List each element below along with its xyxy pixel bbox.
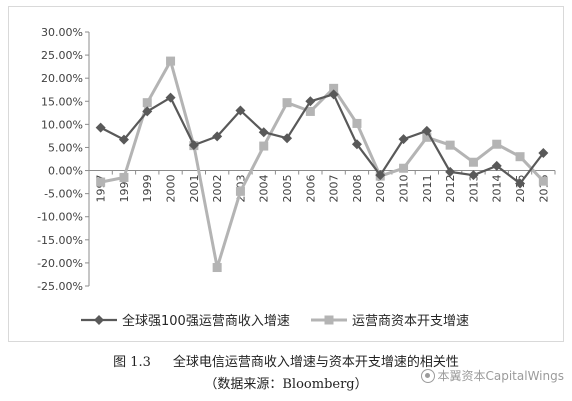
y-tick-label: 0.00% [48, 165, 83, 178]
capex-growth-point [468, 157, 478, 167]
capex-growth-point [166, 56, 176, 66]
revenue-growth-point [142, 106, 153, 117]
capex-growth-point [282, 98, 292, 108]
x-tick-label: 2001 [188, 175, 201, 203]
capex-growth-point [445, 140, 455, 150]
y-tick-label: 20.00% [41, 72, 83, 85]
x-tick-label: 2006 [304, 175, 317, 203]
y-tick-label: -5.00% [44, 188, 83, 201]
revenue-growth-point [212, 131, 223, 142]
capex-growth-point [142, 98, 152, 108]
x-tick-label: 2013 [467, 175, 480, 203]
figure-number: 图 1.3 [113, 355, 151, 370]
capex-growth-point [492, 139, 502, 149]
x-tick-label: 2011 [421, 175, 434, 203]
revenue-growth-point [165, 92, 176, 103]
capex-growth-point [212, 263, 222, 273]
y-tick-label: 10.00% [41, 118, 83, 131]
revenue-growth-point [515, 178, 526, 189]
x-tick-label: 2008 [351, 175, 364, 203]
y-tick-label: -20.00% [37, 257, 83, 270]
x-tick-label: 2005 [281, 175, 294, 203]
x-tick-label: 2009 [374, 175, 387, 203]
x-tick-label: 2007 [328, 175, 341, 203]
revenue-growth-point [491, 160, 502, 171]
watermark-text: 本翼资本CapitalWings [437, 369, 565, 383]
revenue-growth-point [118, 134, 129, 145]
watermark: 本翼资本CapitalWings [420, 367, 565, 384]
y-tick-label: -25.00% [37, 280, 83, 293]
y-tick-label: 15.00% [41, 95, 83, 108]
watermark-logo-icon [420, 369, 435, 383]
capex-growth-point [422, 132, 432, 142]
figure-caption: 图 1.3 全球电信运营商收入增速与资本开支增速的相关性 [0, 351, 572, 370]
x-tick-label: 2010 [398, 175, 411, 203]
x-tick-label: 2000 [165, 175, 178, 203]
revenue-growth-point [95, 122, 106, 133]
capex-growth-point [305, 106, 315, 116]
x-tick-label: 2012 [444, 175, 457, 203]
y-tick-label: -10.00% [37, 211, 83, 224]
figure-title: 全球电信运营商收入增速与资本开支增速的相关性 [172, 355, 459, 370]
revenue-growth-point [305, 96, 316, 107]
revenue-growth-point [445, 166, 456, 177]
y-tick-label: 5.00% [48, 141, 83, 154]
capex-growth-point [515, 152, 525, 162]
revenue-growth-point [351, 139, 362, 150]
x-tick-label: 2004 [258, 175, 271, 203]
revenue-growth-point [538, 147, 549, 158]
x-tick-label: 1999 [141, 175, 154, 203]
y-tick-label: 25.00% [41, 49, 83, 62]
capex-growth-point [329, 83, 339, 93]
revenue-growth-point [235, 105, 246, 116]
figure-source: （数据来源：Bloomberg） [204, 377, 368, 392]
legend-label-capex: 运营商资本开支增速 [352, 314, 469, 329]
line-chart: 30.00% 25.00% 20.00% 15.00% 10.00% 5.00% 0.00%… [37, 26, 556, 329]
capex-growth-point [399, 163, 409, 173]
legend-swatch-marker-capex [324, 315, 334, 325]
capex-growth-point [119, 172, 129, 182]
chart-frame: 30.00% 25.00% 20.00% 15.00% 10.00% 5.00% 0.00%… [8, 6, 564, 342]
capex-growth-point [96, 177, 106, 187]
capex-growth-point [235, 186, 245, 196]
legend-swatch-marker-revenue [94, 315, 104, 325]
revenue-growth-point [398, 134, 409, 145]
y-tick-label: -15.00% [37, 234, 83, 247]
revenue-growth-point [188, 140, 199, 151]
x-tick-label: 2002 [211, 175, 224, 203]
y-tick-label: 30.00% [41, 26, 83, 39]
capex-growth-point [352, 118, 362, 128]
revenue-growth-point [468, 170, 479, 181]
revenue-growth-point [328, 89, 339, 100]
revenue-growth-point [375, 170, 386, 181]
x-tick-label: 2014 [491, 175, 504, 203]
capex-growth-point [259, 141, 269, 151]
legend-label-revenue: 全球强100强运营商收入增速 [122, 313, 290, 329]
capex-growth-point [538, 176, 548, 186]
revenue-growth-point [282, 133, 293, 144]
